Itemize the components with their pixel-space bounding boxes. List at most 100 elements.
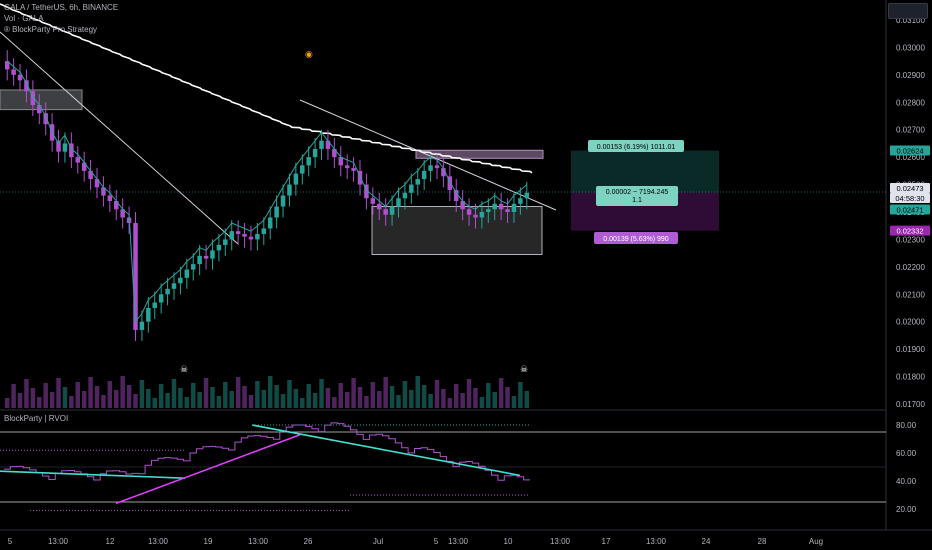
volume-bar <box>274 385 279 408</box>
candle-body <box>203 255 209 259</box>
volume-bar <box>447 398 453 408</box>
candle-body <box>351 168 356 171</box>
price-badge-countdown-bg <box>890 192 930 203</box>
time-axis-label: Aug <box>809 537 823 546</box>
volume-bar <box>524 391 530 408</box>
candle-body <box>178 277 183 284</box>
candle-body <box>56 140 61 152</box>
volume-bar <box>453 384 459 408</box>
time-axis-label: 13:00 <box>248 537 269 546</box>
volume-bar <box>146 389 151 408</box>
target-label-bg <box>588 140 684 152</box>
axis-settings-button[interactable] <box>888 3 928 19</box>
time-axis-label: 12 <box>106 537 115 546</box>
volume-bar <box>216 396 222 408</box>
price-tick-label: 0.02200 <box>896 263 925 272</box>
candle-body <box>197 255 202 265</box>
candle-body <box>30 91 36 106</box>
volume-bar <box>466 379 472 408</box>
volume-bar <box>62 387 68 408</box>
candle-body <box>447 176 453 191</box>
volume-bar <box>486 383 491 408</box>
volume-bar <box>197 392 202 408</box>
time-axis-label: 28 <box>758 537 767 546</box>
candle-body <box>37 105 42 114</box>
candle-body <box>248 236 254 240</box>
volume-bar <box>229 391 234 408</box>
time-axis-label: 5 <box>434 537 439 546</box>
candle-body <box>216 244 222 251</box>
volume-bar <box>158 384 164 408</box>
candle-body <box>383 209 388 215</box>
candle-body <box>460 201 465 210</box>
volume-bar <box>17 393 23 408</box>
volume-bar <box>319 379 324 408</box>
time-axis-label: 13:00 <box>550 537 571 546</box>
volume-bar <box>49 392 55 408</box>
indicator-pane-title: BlockParty | RVOI <box>4 414 69 423</box>
candle-body <box>274 206 279 218</box>
volume-bar <box>396 395 401 408</box>
candle-body <box>409 184 414 193</box>
stop-label-bg <box>594 232 678 244</box>
rvoi-tick-label: 60.00 <box>896 449 917 458</box>
time-axis-label: 17 <box>602 537 611 546</box>
candle-body <box>190 264 196 270</box>
volume-bar <box>152 398 157 408</box>
candle-body <box>146 308 151 322</box>
candle-body <box>280 195 286 207</box>
candle-body <box>421 170 427 180</box>
candle-body <box>210 250 215 259</box>
volume-bar <box>409 390 414 408</box>
volume-bar <box>56 378 61 408</box>
volume-bar <box>332 397 337 408</box>
candle-body <box>255 233 260 240</box>
candle-body <box>69 143 74 158</box>
volume-bar <box>344 392 350 408</box>
candle-body <box>62 143 68 152</box>
price-badge-target-bg <box>890 145 930 156</box>
volume-bar <box>242 386 247 408</box>
volume-bar <box>248 395 254 408</box>
candle-body <box>466 209 472 215</box>
candle-body <box>75 157 81 163</box>
candle-body <box>293 173 299 185</box>
skull-marker-icon: ☠ <box>180 364 188 374</box>
candle-body <box>325 140 331 149</box>
stop-label: 0.00139 (5.63%) 990 <box>603 236 668 243</box>
price-tick-label: 0.02000 <box>896 318 925 327</box>
candle-body <box>518 198 523 204</box>
candle-body <box>473 214 478 218</box>
volume-bar <box>126 385 132 408</box>
candle-body <box>114 201 119 210</box>
volume-bar <box>24 379 29 408</box>
time-axis-label: 10 <box>504 537 513 546</box>
volume-bar <box>473 388 478 408</box>
volume-bar <box>357 387 363 408</box>
candle-body <box>511 203 517 212</box>
candle-body <box>389 206 395 215</box>
volume-bar <box>498 378 504 408</box>
candle-body <box>287 184 292 196</box>
price-tick-label: 0.01900 <box>896 345 925 354</box>
volume-bar <box>139 380 145 408</box>
volume-bar <box>178 388 183 408</box>
candle-body <box>17 74 23 81</box>
candle-body <box>4 61 10 70</box>
price-tick-label: 0.01800 <box>896 373 925 382</box>
volume-bar <box>511 396 517 408</box>
volume-bar <box>325 388 331 408</box>
rvoi-trendline-1 <box>0 470 186 479</box>
time-axis-label: 19 <box>204 537 213 546</box>
candle-body <box>133 222 138 330</box>
volume-bar <box>223 382 228 408</box>
volume-bar <box>434 380 440 408</box>
candle-body <box>396 198 401 207</box>
candle-body <box>94 179 100 188</box>
volume-bar <box>94 386 100 408</box>
candle-body <box>24 80 29 92</box>
volume-bar <box>421 385 427 408</box>
volume-bar <box>43 383 48 408</box>
candle-body <box>492 203 497 210</box>
